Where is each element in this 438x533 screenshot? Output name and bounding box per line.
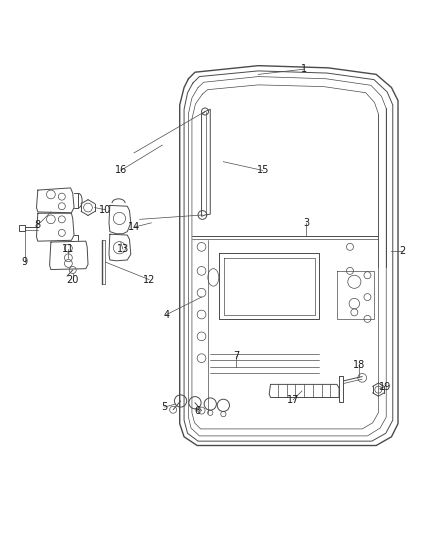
Text: 1: 1 <box>301 64 307 74</box>
Text: 19: 19 <box>379 382 391 392</box>
Text: 3: 3 <box>303 218 309 228</box>
Text: 11: 11 <box>62 244 74 254</box>
Text: 20: 20 <box>67 276 79 286</box>
Text: 6: 6 <box>194 407 200 416</box>
Text: 10: 10 <box>99 205 112 215</box>
Text: 18: 18 <box>353 360 365 370</box>
Text: 9: 9 <box>21 257 28 267</box>
Text: 13: 13 <box>117 244 129 254</box>
Text: 4: 4 <box>163 310 170 319</box>
Text: 17: 17 <box>287 394 300 405</box>
Text: 16: 16 <box>115 165 127 175</box>
Text: 12: 12 <box>143 274 155 285</box>
Text: 2: 2 <box>399 246 406 256</box>
Text: 5: 5 <box>161 402 168 412</box>
Text: 15: 15 <box>257 165 269 175</box>
Text: 8: 8 <box>35 220 41 230</box>
Bar <box>19 225 25 231</box>
Text: 7: 7 <box>233 351 240 361</box>
Text: 14: 14 <box>128 222 140 232</box>
